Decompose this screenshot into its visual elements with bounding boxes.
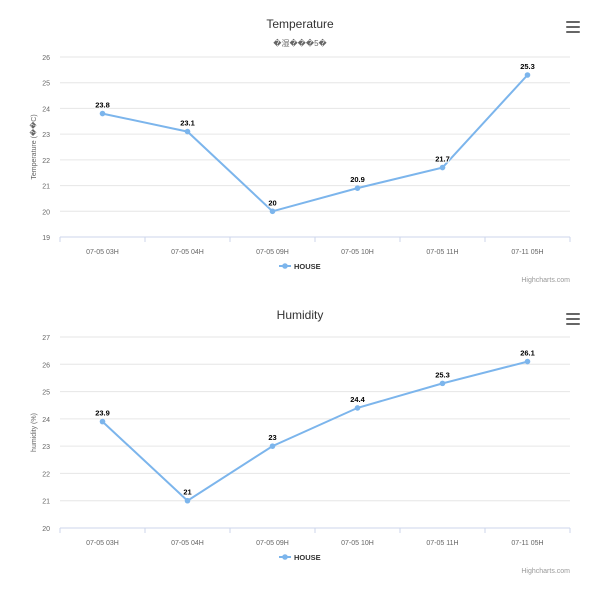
data-label: 20.9: [350, 175, 365, 184]
legend-item-house[interactable]: HOUSE: [279, 553, 321, 562]
data-point: [269, 443, 276, 449]
y-tick-label: 21: [42, 184, 50, 191]
x-tick-label: 07-05 10H: [341, 540, 374, 547]
x-tick-label: 07-05 09H: [256, 540, 289, 547]
data-point: [184, 497, 191, 504]
legend-label: HOUSE: [294, 553, 321, 562]
y-tick-label: 20: [42, 526, 50, 533]
data-label: 25.3: [435, 370, 450, 379]
x-tick-label: 07-11 05H: [511, 249, 543, 256]
data-point: [269, 208, 276, 215]
y-axis-title: humidity (%): [31, 413, 38, 452]
y-tick-label: 25: [42, 390, 50, 397]
series-line-house: [101, 360, 528, 502]
y-axis-title: Temperature (��C): [29, 114, 38, 179]
legend-marker-symbol: [282, 554, 288, 560]
chart-credits[interactable]: Highcharts.com: [521, 568, 570, 575]
y-tick-label: 23: [42, 132, 50, 139]
y-tick-label: 27: [42, 335, 50, 342]
x-tick-label: 07-11 05H: [511, 540, 543, 547]
temperature-chart-svg: Temperature �湿���5� 19 20 21 22 23 24 25 26 Temper…: [29, 17, 571, 271]
y-tick-label: 22: [42, 471, 50, 478]
y-tick-label: 26: [42, 55, 50, 62]
data-label: 25.3: [520, 62, 535, 71]
x-tick-label: 07-05 04H: [171, 249, 204, 256]
chart-menu-icon[interactable]: [566, 21, 580, 33]
data-label: 24.4: [350, 395, 365, 404]
y-tick-label: 21: [42, 499, 50, 506]
y-tick-label: 25: [42, 81, 50, 88]
data-point: [439, 380, 446, 387]
data-label: 23.1: [180, 119, 195, 128]
chart-menu-icon[interactable]: [566, 313, 580, 325]
data-label: 23: [268, 433, 276, 442]
x-tick-label: 07-05 04H: [171, 540, 204, 547]
x-tick-label: 07-05 11H: [426, 540, 458, 547]
y-tick-label: 24: [42, 417, 50, 424]
data-label: 20: [268, 198, 276, 207]
data-point: [354, 405, 361, 411]
data-point: [184, 128, 191, 135]
legend-marker-symbol: [282, 263, 288, 269]
humidity-chart: Humidity 20 21 22 23 24 25 26 27 humidity (%) 07-0…: [0, 296, 600, 592]
legend-label: HOUSE: [294, 262, 321, 271]
data-point: [99, 110, 106, 117]
data-point: [99, 418, 106, 425]
series-line-house: [102, 74, 529, 213]
y-tick-label: 19: [42, 235, 50, 242]
x-tick-label: 07-05 10H: [341, 249, 374, 256]
data-label: 21: [183, 488, 191, 497]
data-label: 23.9: [95, 409, 110, 418]
x-tick-label: 07-05 11H: [426, 249, 458, 256]
data-point: [524, 72, 531, 78]
y-tick-label: 20: [42, 209, 50, 216]
temperature-chart: Temperature �湿���5� 19 20 21 22 23 24 25 26 Temper…: [0, 0, 600, 292]
y-tick-label: 23: [42, 444, 50, 451]
x-tick-label: 07-05 03H: [86, 249, 119, 256]
data-label: 23.8: [95, 101, 110, 110]
chart-title: Temperature: [266, 17, 334, 31]
data-point: [354, 185, 361, 191]
chart-title: Humidity: [277, 308, 324, 322]
y-tick-label: 26: [42, 362, 50, 369]
data-label: 21.7: [435, 155, 450, 164]
data-label: 26.1: [520, 349, 535, 358]
data-point: [524, 358, 531, 365]
y-tick-label: 22: [42, 158, 50, 165]
humidity-chart-svg: Humidity 20 21 22 23 24 25 26 27 humidity (%) 07-0…: [31, 308, 571, 562]
x-tick-label: 07-05 03H: [86, 540, 119, 547]
x-tick-label: 07-05 09H: [256, 249, 289, 256]
legend-item-house[interactable]: HOUSE: [279, 262, 321, 271]
y-tick-label: 24: [42, 106, 50, 113]
chart-credits[interactable]: Highcharts.com: [521, 277, 570, 284]
chart-subtitle: �湿���5�: [273, 38, 327, 48]
data-point: [439, 164, 446, 171]
